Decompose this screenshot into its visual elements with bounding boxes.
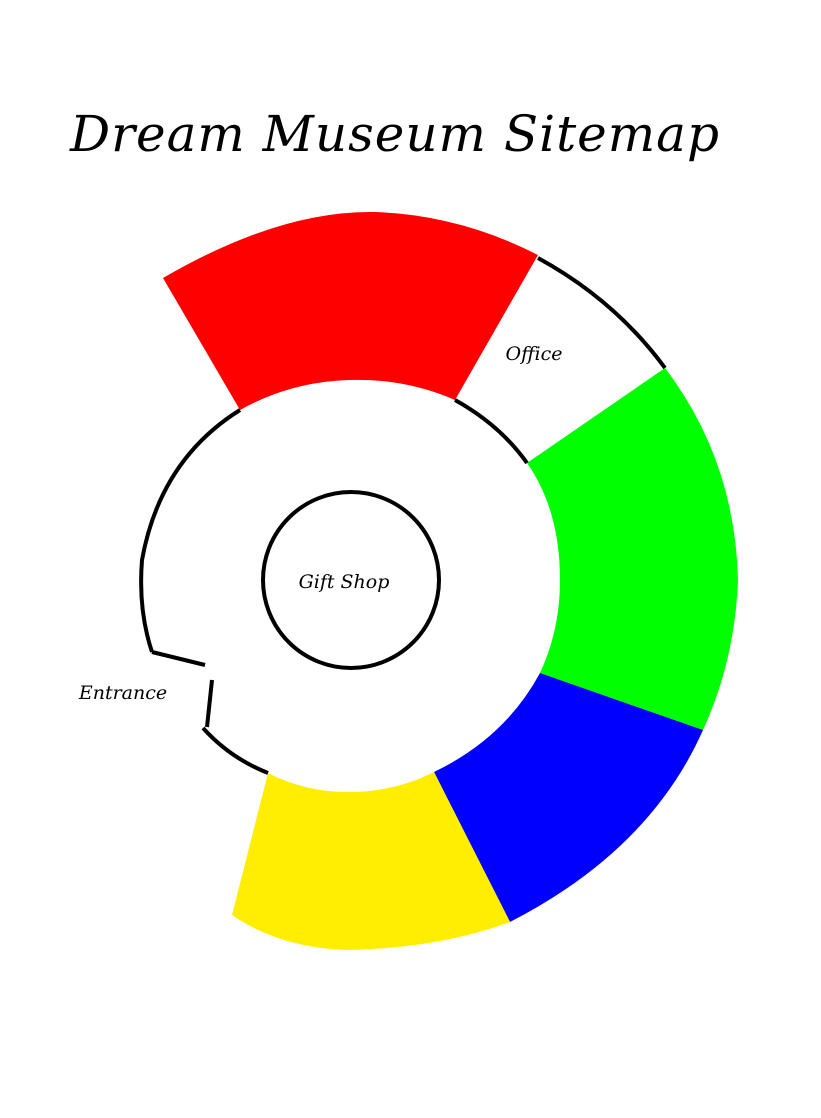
red-wing[interactable] bbox=[163, 211, 538, 410]
gift-shop-room[interactable] bbox=[261, 490, 441, 670]
inner-ring-wall bbox=[139, 408, 242, 653]
blue-wing[interactable] bbox=[434, 673, 703, 922]
yellow-wing[interactable] bbox=[232, 772, 510, 950]
office-label: Office bbox=[506, 343, 563, 365]
office-outer-wall bbox=[537, 256, 667, 370]
gift-shop-label: Gift Shop bbox=[299, 571, 390, 593]
page-title: Dream Museum Sitemap bbox=[69, 105, 720, 163]
inner-ring-wall-lower bbox=[201, 726, 269, 775]
entrance-door-wall bbox=[151, 650, 206, 667]
green-wing[interactable] bbox=[527, 368, 738, 730]
inner-ring-wall-top-right bbox=[454, 398, 529, 465]
entrance-door-frame bbox=[205, 679, 214, 728]
entrance-label: Entrance bbox=[78, 682, 167, 704]
